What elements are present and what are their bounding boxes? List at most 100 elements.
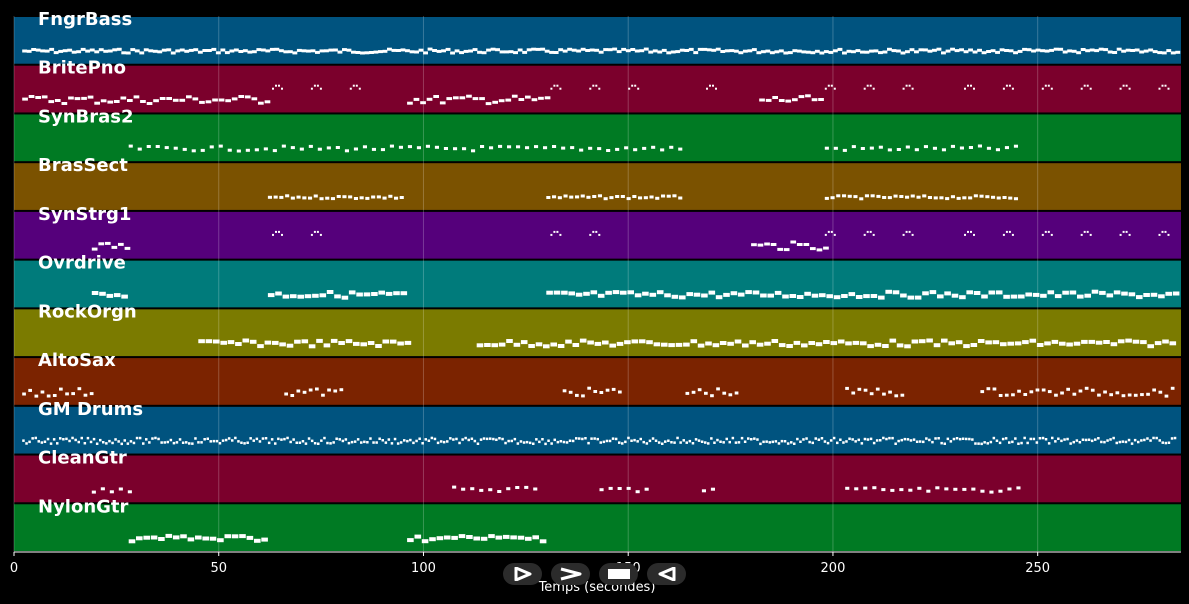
note	[307, 437, 311, 440]
note	[988, 290, 996, 295]
note	[682, 439, 685, 442]
note	[939, 196, 944, 200]
note	[165, 533, 173, 538]
note	[518, 98, 525, 101]
note	[764, 242, 770, 246]
note	[391, 48, 397, 52]
note	[184, 49, 190, 53]
note	[656, 290, 664, 295]
note	[1089, 87, 1092, 90]
note	[1097, 393, 1101, 397]
note	[851, 145, 856, 149]
note	[956, 196, 961, 200]
note	[326, 290, 334, 294]
note	[587, 386, 591, 390]
note	[461, 438, 464, 441]
note	[301, 49, 307, 53]
note	[568, 390, 573, 394]
play-button[interactable]	[503, 563, 542, 585]
note	[863, 437, 867, 441]
note	[597, 147, 602, 151]
note	[452, 485, 457, 489]
note	[1091, 289, 1099, 294]
note	[1121, 440, 1125, 443]
note	[338, 341, 345, 345]
note	[1109, 438, 1112, 441]
track-label: NylonGtr	[38, 496, 129, 517]
note	[246, 441, 249, 444]
note	[970, 84, 972, 87]
note	[387, 47, 392, 51]
note	[1125, 338, 1132, 343]
note	[337, 50, 343, 54]
back-button[interactable]	[647, 563, 686, 585]
track-band	[14, 65, 1181, 113]
note	[590, 290, 598, 295]
note	[778, 99, 785, 102]
note	[534, 145, 539, 149]
note	[597, 293, 605, 298]
note	[399, 441, 403, 444]
note	[218, 98, 225, 102]
note	[826, 441, 830, 445]
note	[952, 437, 956, 441]
note	[579, 338, 587, 343]
note	[1050, 233, 1053, 236]
note	[22, 97, 28, 101]
note	[830, 230, 833, 233]
note	[1044, 341, 1051, 346]
note	[112, 48, 118, 52]
note	[980, 442, 983, 446]
note	[472, 97, 479, 101]
note	[774, 50, 780, 54]
note	[904, 344, 911, 349]
note	[446, 440, 449, 443]
note	[710, 437, 713, 440]
note	[375, 441, 378, 444]
note	[54, 99, 61, 102]
note	[1103, 48, 1109, 52]
note	[258, 101, 264, 105]
note	[1158, 390, 1163, 394]
note	[1155, 436, 1158, 440]
note	[602, 440, 606, 444]
note	[922, 440, 925, 444]
note	[859, 197, 864, 201]
note	[198, 339, 205, 344]
note	[643, 196, 648, 200]
note	[1008, 230, 1011, 233]
note	[678, 147, 683, 151]
note	[245, 148, 250, 152]
note	[236, 149, 241, 153]
stop-button[interactable]	[599, 563, 638, 585]
note	[1158, 439, 1161, 442]
note	[567, 47, 573, 51]
note	[135, 436, 139, 440]
note	[990, 49, 996, 53]
note	[420, 101, 426, 105]
note	[1158, 233, 1161, 236]
note	[729, 49, 735, 53]
note	[356, 292, 363, 297]
note	[495, 48, 500, 52]
forward-button[interactable]	[551, 563, 590, 585]
note	[166, 48, 172, 52]
note	[902, 87, 905, 90]
note	[436, 49, 442, 53]
note	[768, 441, 771, 444]
note	[1035, 441, 1039, 444]
note	[769, 51, 775, 55]
track-label: BritePno	[38, 58, 126, 79]
note	[471, 149, 476, 153]
note	[432, 49, 437, 52]
note	[148, 49, 154, 53]
note	[68, 96, 74, 100]
note	[1170, 386, 1175, 390]
note	[321, 393, 325, 397]
note	[552, 195, 557, 199]
note	[751, 48, 757, 52]
note	[811, 293, 819, 298]
note	[842, 194, 847, 198]
note	[671, 294, 679, 299]
note	[492, 437, 495, 441]
